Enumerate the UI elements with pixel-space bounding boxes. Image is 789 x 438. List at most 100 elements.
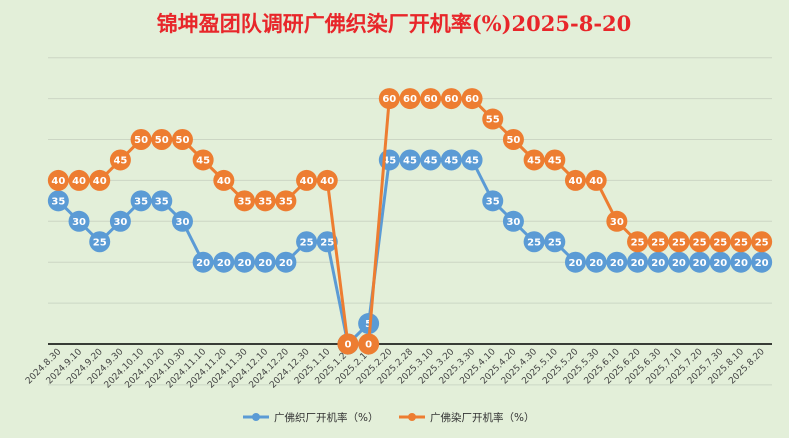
legend-marker — [252, 413, 260, 421]
legend-marker — [408, 413, 416, 421]
data-label: 25 — [93, 237, 107, 248]
data-label: 5 — [365, 319, 372, 330]
data-label: 20 — [258, 258, 272, 269]
data-label: 25 — [734, 237, 748, 248]
data-point — [751, 251, 773, 273]
data-label: 25 — [548, 237, 562, 248]
data-label: 20 — [651, 258, 665, 269]
data-label: 25 — [527, 237, 541, 248]
data-point — [171, 129, 193, 150]
legend: 广佛织厂开机率（%） 广佛染厂开机率（%） — [243, 411, 534, 424]
data-label: 40 — [93, 176, 107, 187]
data-label: 20 — [693, 258, 707, 269]
data-point — [730, 251, 752, 273]
data-point — [254, 190, 276, 212]
data-point — [316, 231, 338, 253]
data-point — [420, 88, 442, 110]
data-point — [192, 251, 214, 273]
data-label: 20 — [569, 258, 583, 269]
data-label: 35 — [486, 196, 500, 207]
data-point — [502, 210, 524, 232]
data-point — [544, 231, 566, 253]
data-label: 50 — [155, 135, 169, 146]
data-label: 20 — [734, 258, 748, 269]
data-label: 20 — [238, 258, 252, 269]
chart-title: 锦坤盈团队调研广佛织染厂开机率(%)2025-8-20 — [157, 11, 632, 36]
data-label: 0 — [365, 340, 372, 351]
data-label: 25 — [320, 237, 334, 248]
data-point — [751, 231, 773, 253]
data-point — [564, 251, 586, 273]
data-label: 30 — [175, 217, 189, 228]
data-label: 40 — [320, 176, 334, 187]
data-point — [627, 231, 649, 253]
data-point — [399, 88, 421, 110]
data-point — [151, 129, 173, 150]
data-label: 25 — [713, 237, 727, 248]
data-point — [606, 251, 628, 273]
data-label: 25 — [631, 237, 645, 248]
data-point — [254, 251, 276, 273]
data-point — [68, 169, 90, 191]
data-label: 20 — [755, 258, 769, 269]
data-label: 40 — [569, 176, 583, 187]
data-point — [544, 149, 566, 171]
data-label: 45 — [527, 156, 541, 167]
data-point — [606, 210, 628, 232]
data-point — [130, 129, 152, 150]
data-point — [109, 149, 131, 171]
data-point — [130, 190, 152, 212]
data-point — [358, 313, 380, 335]
data-point — [668, 231, 690, 253]
data-label: 20 — [196, 258, 210, 269]
data-point — [358, 333, 380, 355]
data-label: 60 — [444, 94, 458, 105]
data-point — [564, 169, 586, 191]
data-point — [296, 231, 318, 253]
data-point — [440, 88, 462, 110]
data-point — [523, 149, 545, 171]
data-label: 25 — [300, 237, 314, 248]
data-point — [68, 210, 90, 232]
data-point — [316, 169, 338, 191]
data-point — [151, 190, 173, 212]
data-point — [399, 149, 421, 171]
data-label: 35 — [238, 196, 252, 207]
data-point — [709, 251, 731, 273]
data-label: 20 — [713, 258, 727, 269]
data-point — [627, 251, 649, 273]
data-label: 35 — [155, 196, 169, 207]
data-label: 20 — [631, 258, 645, 269]
data-label: 20 — [672, 258, 686, 269]
data-point — [213, 169, 235, 191]
legend-label: 广佛织厂开机率（%） — [274, 411, 378, 424]
data-point — [689, 251, 711, 273]
data-label: 50 — [506, 135, 520, 146]
x-tick-labels: 2024.8.302024.9.102024.9.202024.9.302024… — [24, 347, 767, 391]
data-label: 45 — [444, 156, 458, 167]
data-label: 30 — [506, 217, 520, 228]
data-point — [420, 149, 442, 171]
data-point — [585, 251, 607, 273]
data-label: 25 — [755, 237, 769, 248]
data-label: 45 — [113, 156, 127, 167]
data-label: 40 — [51, 176, 65, 187]
series-1: 35 30 25 30 35 35 30 20 20 20 20 20 25 25 0 5 45 45 45 45 45… — [47, 149, 773, 355]
data-label: 40 — [300, 176, 314, 187]
data-point — [482, 108, 504, 130]
data-point — [647, 231, 669, 253]
data-label: 35 — [51, 196, 65, 207]
data-point — [109, 210, 131, 232]
data-point — [337, 333, 359, 355]
data-label: 35 — [258, 196, 272, 207]
data-point — [47, 169, 69, 191]
data-label: 20 — [279, 258, 293, 269]
data-label: 25 — [651, 237, 665, 248]
data-label: 45 — [196, 156, 210, 167]
data-label: 20 — [589, 258, 603, 269]
data-point — [89, 169, 111, 191]
legend-label: 广佛染厂开机率（%） — [430, 411, 534, 424]
data-point — [234, 190, 256, 212]
data-label: 55 — [486, 115, 500, 126]
